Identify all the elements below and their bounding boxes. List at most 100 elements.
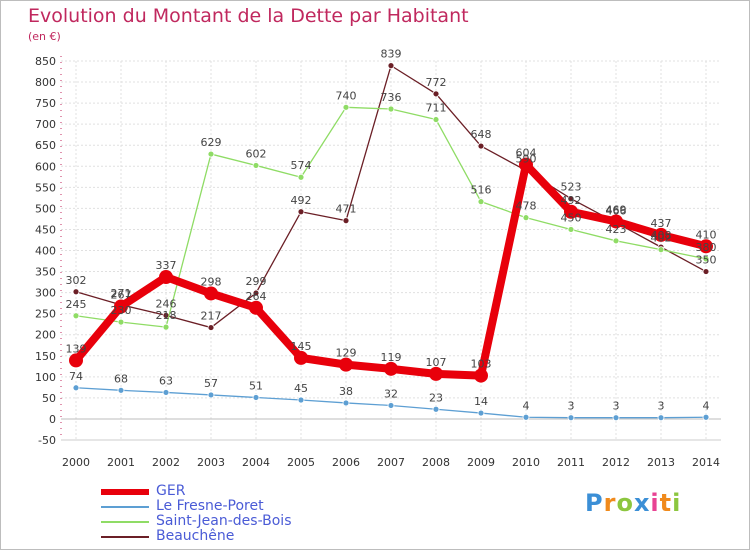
- data-label-le-fresne-poret: 57: [204, 377, 218, 390]
- data-point-saint-jean-des-bois: [657, 246, 665, 254]
- data-label-saint-jean-des-bois: 574: [291, 159, 312, 172]
- data-label-ger: 145: [291, 340, 312, 353]
- legend: GER Le Fresne-Poret Saint-Jean-des-Bois …: [101, 483, 401, 544]
- legend-label-le-fresne-poret: Le Fresne-Poret: [156, 498, 264, 514]
- data-label-le-fresne-poret: 45: [294, 382, 308, 395]
- data-point-le-fresne-poret: [432, 405, 440, 413]
- data-point-saint-jean-des-bois: [252, 162, 260, 169]
- data-label-ger: 139: [66, 342, 87, 355]
- data-label-ger: 129: [336, 347, 357, 360]
- x-tick-label: 2007: [377, 456, 405, 469]
- data-point-le-fresne-poret: [117, 386, 125, 394]
- data-label-beauchene: 590: [516, 152, 537, 165]
- axes: -50 0 50 100 150 200 250 300 350 400 450 500 550 600 6…: [35, 55, 721, 469]
- data-point-le-fresne-poret: [522, 413, 530, 421]
- data-point-le-fresne-poret: [162, 389, 170, 396]
- data-point-ger: [699, 239, 713, 254]
- legend-item-le-fresne-poret: Le Fresne-Poret: [101, 498, 401, 514]
- data-label-saint-jean-des-bois: 736: [381, 91, 402, 104]
- data-point-le-fresne-poret: [612, 414, 620, 422]
- data-label-saint-jean-des-bois: 711: [426, 102, 447, 115]
- data-point-saint-jean-des-bois: [522, 214, 530, 222]
- data-point-le-fresne-poret: [567, 414, 575, 422]
- data-label-saint-jean-des-bois: 478: [516, 200, 537, 213]
- data-label-ger: 469: [606, 203, 627, 216]
- y-tick-label: 150: [35, 350, 56, 363]
- data-label-le-fresne-poret: 32: [384, 387, 398, 400]
- y-tick-label: 700: [35, 118, 56, 131]
- data-point-ger: [654, 227, 668, 242]
- data-point-ger: [429, 366, 443, 381]
- data-label-beauchene: 350: [696, 254, 717, 267]
- legend-swatch-saint-jean-des-bois: [101, 521, 149, 523]
- data-label-le-fresne-poret: 68: [114, 372, 128, 385]
- x-tick-label: 2011: [557, 456, 585, 469]
- data-point-le-fresne-poret: [72, 384, 80, 392]
- data-point-saint-jean-des-bois: [567, 226, 575, 233]
- data-label-ger: 264: [246, 290, 267, 303]
- data-label-beauchene: 246: [156, 297, 177, 310]
- proxiti-logo: Proxiti: [585, 489, 682, 517]
- x-tick-label: 2000: [62, 456, 90, 469]
- data-label-ger: 298: [201, 275, 222, 288]
- data-point-beauchene: [342, 217, 350, 225]
- data-point-ger: [159, 270, 173, 285]
- data-label-beauchene: 466: [606, 205, 627, 218]
- y-tick-label: 100: [35, 371, 56, 384]
- data-point-saint-jean-des-bois: [432, 116, 440, 123]
- data-point-beauchene: [567, 195, 575, 203]
- series-layer: [69, 62, 713, 422]
- data-label-le-fresne-poret: 23: [429, 391, 443, 404]
- data-label-ger: 604: [516, 147, 537, 160]
- legend-label-ger: GER: [156, 483, 186, 499]
- data-point-beauchene: [252, 289, 260, 297]
- data-point-le-fresne-poret: [477, 409, 485, 417]
- data-label-le-fresne-poret: 4: [523, 399, 530, 412]
- data-label-ger: 119: [381, 351, 402, 364]
- x-tick-label: 2008: [422, 456, 450, 469]
- data-point-ger: [69, 353, 83, 368]
- x-tick-label: 2012: [602, 456, 630, 469]
- data-label-beauchene: 271: [111, 287, 132, 300]
- legend-swatch-ger: [101, 489, 149, 495]
- data-point-le-fresne-poret: [657, 414, 665, 422]
- data-label-saint-jean-des-bois: 602: [246, 147, 267, 160]
- data-point-ger: [384, 361, 398, 376]
- data-point-ger: [114, 299, 128, 314]
- data-label-saint-jean-des-bois: 516: [471, 184, 492, 197]
- data-point-le-fresne-poret: [207, 391, 215, 399]
- data-label-beauchene: 302: [66, 274, 87, 287]
- data-label-ger: 103: [471, 358, 492, 371]
- y-tick-label: 0: [49, 413, 56, 426]
- x-tick-label: 2004: [242, 456, 270, 469]
- data-point-saint-jean-des-bois: [117, 318, 125, 326]
- data-label-ger: 410: [696, 228, 717, 241]
- data-point-le-fresne-poret: [702, 413, 710, 421]
- data-label-saint-jean-des-bois: 230: [111, 304, 132, 317]
- data-label-saint-jean-des-bois: 629: [201, 136, 222, 149]
- data-label-beauchene: 408: [651, 229, 672, 242]
- data-point-beauchene: [297, 208, 305, 216]
- data-point-ger: [249, 300, 263, 315]
- y-tick-label: 800: [35, 76, 56, 89]
- data-point-beauchene: [72, 288, 80, 296]
- chart-title: Evolution du Montant de la Dette par Hab…: [28, 5, 469, 27]
- data-label-saint-jean-des-bois: 380: [696, 241, 717, 254]
- data-point-ger: [294, 350, 308, 365]
- data-label-beauchene: 299: [246, 275, 267, 288]
- x-tick-label: 2009: [467, 456, 495, 469]
- data-point-le-fresne-poret: [342, 399, 350, 407]
- data-label-saint-jean-des-bois: 402: [651, 232, 672, 245]
- legend-item-saint-jean-des-bois: Saint-Jean-des-Bois: [101, 513, 401, 529]
- legend-swatch-beauchene: [101, 536, 149, 538]
- data-label-ger: 492: [561, 194, 582, 207]
- y-tick-label: 850: [35, 55, 56, 68]
- data-label-le-fresne-poret: 63: [159, 374, 173, 387]
- data-label-saint-jean-des-bois: 740: [336, 89, 357, 102]
- y-tick-label: 50: [42, 392, 56, 405]
- y-tick-label: 650: [35, 139, 56, 152]
- y-tick-label: 250: [35, 308, 56, 321]
- data-label-le-fresne-poret: 4: [703, 399, 710, 412]
- data-label-le-fresne-poret: 38: [339, 385, 353, 398]
